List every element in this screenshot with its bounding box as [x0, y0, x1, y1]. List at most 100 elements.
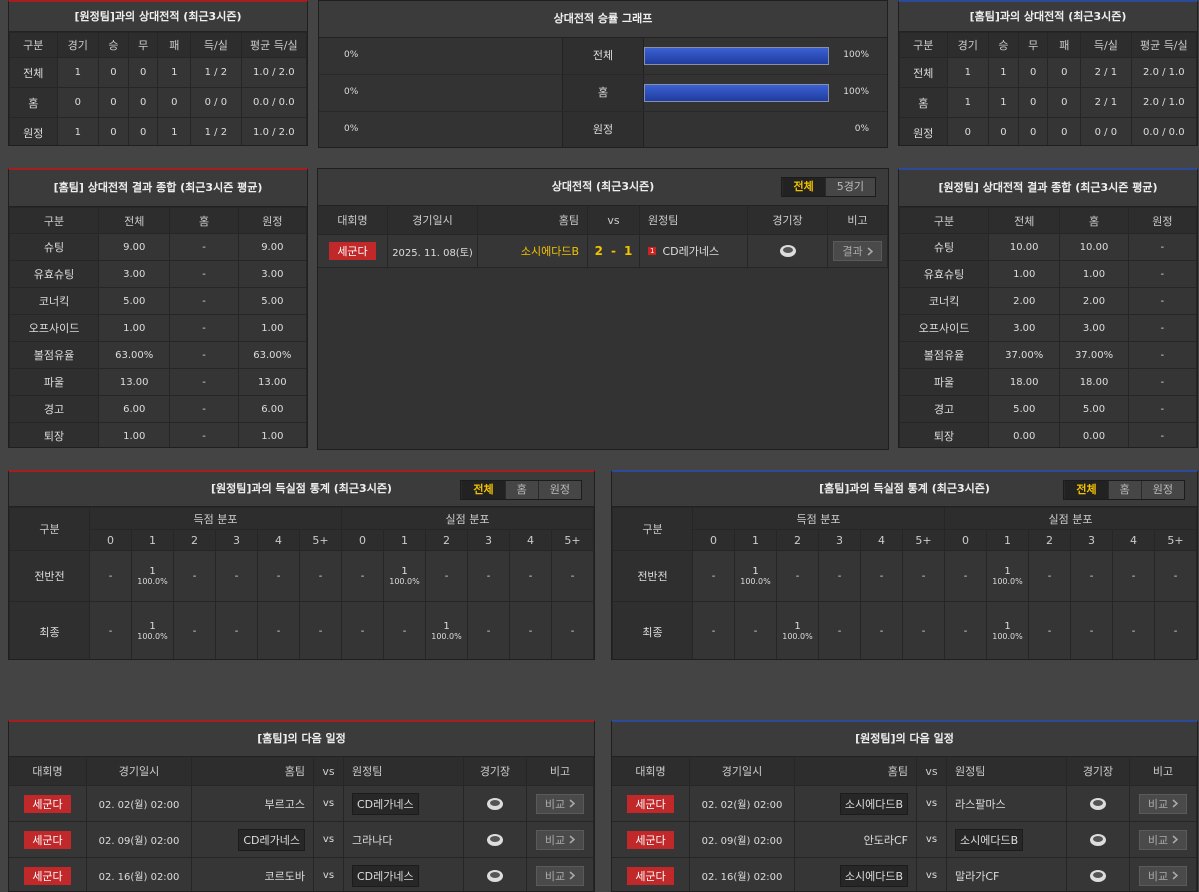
- row-label: 홈: [9, 87, 58, 118]
- cell: 소시에다드B: [795, 786, 917, 821]
- cell: -: [692, 550, 735, 602]
- column-header: 홈팀: [795, 757, 917, 785]
- column-header: 평균 득/실: [1130, 32, 1197, 58]
- cell: 비교: [527, 858, 594, 891]
- home-goal-stats-panel: [홈팀]과의 득실점 통계 (최근3시즌) 전체 홈 원정 구분 득점 분포 실점 분포 0 1…: [611, 470, 1198, 660]
- league-badge: 세군다: [24, 830, 71, 849]
- tab[interactable]: 원정: [537, 481, 581, 499]
- column-header: 구분: [899, 207, 990, 234]
- cell: 3.00: [98, 260, 171, 288]
- icon-shape: [1093, 871, 1103, 878]
- cell: 2.0 / 1.0: [1130, 57, 1197, 88]
- column-header: 경기장: [748, 206, 828, 234]
- cell: -: [1127, 422, 1197, 447]
- tab[interactable]: 홈: [504, 481, 538, 499]
- tab-group: 전체 홈 원정: [460, 480, 582, 500]
- home-team: 소시에다드B: [520, 245, 579, 258]
- note-button[interactable]: 비교: [535, 829, 585, 850]
- match-date: 02. 09(월) 02:00: [98, 836, 180, 847]
- cell: 2.00: [988, 287, 1061, 315]
- vs-label: vs: [322, 834, 335, 845]
- tab[interactable]: 전체: [781, 178, 825, 196]
- cell: 0: [98, 117, 129, 145]
- tab[interactable]: 전체: [1064, 481, 1108, 499]
- note-button[interactable]: 비교: [1138, 829, 1188, 850]
- tab[interactable]: 원정: [1140, 481, 1184, 499]
- league-badge: 세군다: [24, 794, 71, 813]
- cell: vs: [917, 858, 947, 891]
- cell: 0 / 0: [1080, 117, 1132, 145]
- away-team: CD레가네스: [662, 245, 720, 258]
- header-row: 대회명 경기일시 홈팀 vs 원정팀 경기장 비고: [318, 206, 888, 235]
- cell: 10.00: [1059, 233, 1129, 261]
- cell: 1: [157, 57, 192, 88]
- cell: 0.0 / 0.0: [1130, 117, 1197, 145]
- cell: [1067, 822, 1130, 857]
- cell: -: [551, 601, 594, 659]
- goal-percent: 100.0%: [782, 632, 813, 641]
- cell: 소시에다드B: [795, 858, 917, 891]
- goal-percent: 100.0%: [137, 576, 168, 586]
- cell: 6.00: [98, 395, 171, 423]
- cell: -: [1127, 314, 1197, 342]
- away-team: CD레가네스: [352, 864, 419, 887]
- cell: 0.00: [1059, 422, 1129, 447]
- bucket-header: 3: [215, 529, 258, 551]
- cell: -: [1070, 550, 1113, 602]
- table-row: 전반전 -1 100.0% - - - - -1 100.0% - - - -: [612, 550, 1197, 602]
- column-header: 전체: [988, 207, 1061, 234]
- cell: 0: [1017, 117, 1049, 145]
- cell: vs: [917, 786, 947, 821]
- cell: 5.00: [988, 395, 1061, 423]
- cell: -: [169, 260, 239, 288]
- goal-count: 1: [149, 621, 156, 632]
- cell: 1: [988, 87, 1019, 118]
- icon-shape: [1093, 799, 1103, 806]
- tab-group: 전체 홈 원정: [1063, 480, 1185, 500]
- cell: 1: [157, 117, 192, 145]
- match-row: 세군다 02. 02(월) 02:00 소시에다드B vs 라스팔마스 비교: [612, 786, 1197, 822]
- chevron: [569, 871, 576, 880]
- title-text: [홈팀] 상대전적 결과 종합 (최근3시즌 평균): [53, 181, 263, 194]
- table-row: 코너킥 2.00 2.00-: [899, 287, 1197, 315]
- cell: 1.0 / 2.0: [240, 117, 307, 145]
- icon-shape: [490, 871, 500, 878]
- note-button[interactable]: 비교: [535, 793, 585, 814]
- league-badge: 세군다: [627, 866, 674, 885]
- note-button[interactable]: 비교: [535, 865, 585, 886]
- table-row: 전체 1 1 0 0 2 / 1 2.0 / 1.0: [899, 57, 1197, 88]
- cell: 1 100.0%: [131, 601, 174, 659]
- vs-label: vs: [925, 834, 938, 845]
- note-button[interactable]: 비교: [1138, 865, 1188, 886]
- cell: -: [1154, 601, 1197, 659]
- league-badge: 세군다: [329, 242, 376, 260]
- column-header: 무: [1017, 32, 1049, 58]
- note-button[interactable]: 비교: [1138, 793, 1188, 814]
- away-team: 라스팔마스: [955, 797, 1006, 811]
- goal-table: 구분 득점 분포 실점 분포 0 1 2 3 4 5+ 0 1 2 3 4 5+ 전반전 -1 100.0% - - -…: [9, 507, 594, 659]
- league-badge: 세군다: [627, 794, 674, 813]
- column-header: 승: [98, 32, 129, 58]
- tab[interactable]: 전체: [461, 481, 505, 499]
- cell: 비교: [527, 822, 594, 857]
- cell: [1067, 786, 1130, 821]
- tab[interactable]: 5경기: [824, 178, 875, 196]
- cell: 1 100.0%: [383, 550, 426, 602]
- table-row: 경고 5.00 5.00-: [899, 395, 1197, 423]
- tab[interactable]: 홈: [1107, 481, 1141, 499]
- cell: 02. 16(월) 02:00: [87, 858, 192, 891]
- table-row: 원정 0 0 0 0 0 / 0 0.0 / 0.0: [899, 117, 1197, 145]
- column-header: 평균 득/실: [240, 32, 307, 58]
- cell: 부르고스: [192, 786, 314, 821]
- row-header: 구분: [612, 507, 693, 551]
- row-label: 퇴장: [9, 422, 100, 447]
- column-header: 패: [157, 32, 192, 58]
- cell: [464, 858, 527, 891]
- table-row: 유효슈팅 1.00 1.00-: [899, 260, 1197, 288]
- column-header: 무: [127, 32, 159, 58]
- note-button[interactable]: 결과: [833, 241, 882, 261]
- left-side: 0%: [319, 75, 562, 111]
- column-header: 홈팀: [478, 206, 588, 234]
- cell: 비교: [1130, 822, 1197, 857]
